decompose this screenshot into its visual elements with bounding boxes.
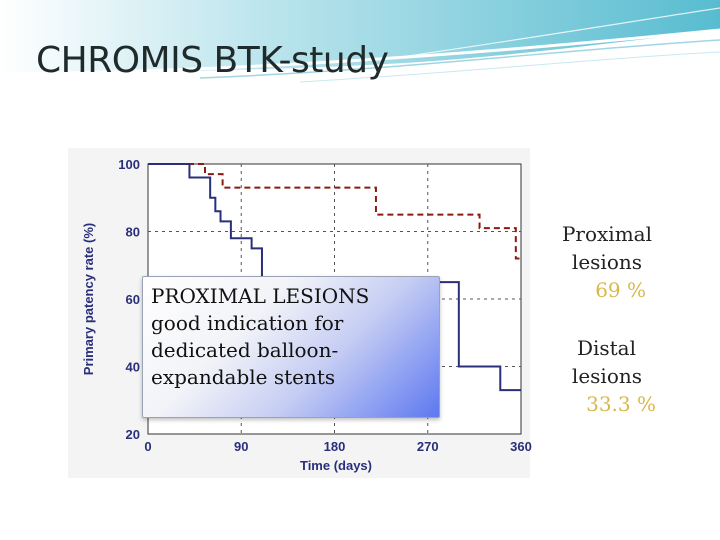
slide-title: CHROMIS BTK-study bbox=[36, 40, 389, 81]
proximal-label-line: Proximal bbox=[561, 222, 652, 246]
x-tick-label: 0 bbox=[144, 439, 151, 454]
y-axis-label: Primary patency rate (%) bbox=[81, 223, 96, 375]
x-axis-label: Time (days) bbox=[300, 458, 372, 473]
callout-line: dedicated balloon- bbox=[151, 338, 339, 362]
proximal-series-line bbox=[148, 163, 521, 260]
distal-percent: 33.3 % bbox=[586, 392, 656, 416]
x-tick-labels: 0 90 180 270 360 bbox=[144, 439, 531, 454]
y-tick-label: 80 bbox=[126, 225, 140, 240]
x-tick-label: 360 bbox=[510, 439, 532, 454]
x-tick-label: 270 bbox=[417, 439, 439, 454]
distal-label-line: Distal bbox=[576, 336, 636, 360]
proximal-lesions-callout: PROXIMAL LESIONS good indication for ded… bbox=[142, 276, 440, 418]
y-tick-label: 20 bbox=[126, 427, 140, 442]
distal-series-line bbox=[148, 163, 521, 392]
series-lines bbox=[148, 163, 521, 392]
y-tick-label: 60 bbox=[126, 292, 140, 307]
y-tick-label: 100 bbox=[118, 157, 140, 172]
x-tick-label: 90 bbox=[234, 439, 248, 454]
y-tick-labels: 20 40 60 80 100 bbox=[118, 157, 140, 442]
proximal-percent: 69 % bbox=[595, 278, 646, 302]
distal-summary: Distal lesions 33.3 % bbox=[540, 334, 656, 418]
y-tick-label: 40 bbox=[126, 360, 140, 375]
header-swoosh-decoration bbox=[0, 0, 720, 90]
callout-line: expandable stents bbox=[151, 365, 336, 389]
callout-line: good indication for bbox=[151, 311, 344, 335]
proximal-summary: Proximal lesions 69 % bbox=[540, 220, 652, 304]
x-tick-label: 180 bbox=[324, 439, 346, 454]
distal-label-line: lesions bbox=[571, 364, 642, 388]
callout-text: PROXIMAL LESIONS good indication for ded… bbox=[151, 283, 441, 391]
proximal-label-line: lesions bbox=[571, 250, 642, 274]
callout-line: PROXIMAL LESIONS bbox=[151, 284, 370, 308]
